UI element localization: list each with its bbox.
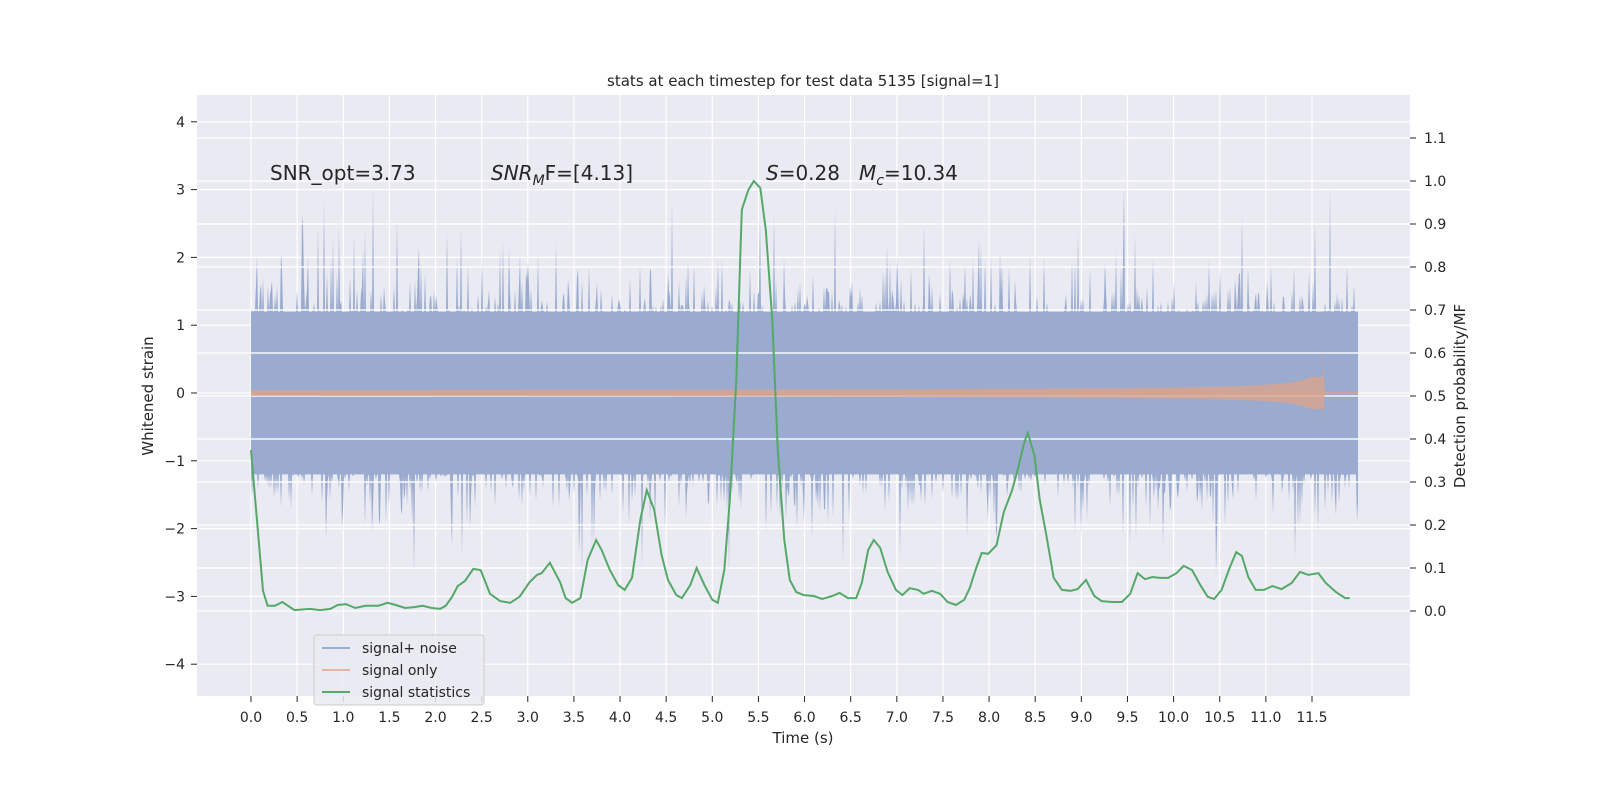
y-tick-label: −3 <box>164 589 185 605</box>
y-tick-label: 3 <box>176 183 185 199</box>
x-tick-label: 7.5 <box>932 710 954 726</box>
x-tick-label: 8.5 <box>1024 710 1046 726</box>
signal-plus-noise-series <box>251 185 1358 578</box>
snr-mf-annotation: SNRMF=[4.13] <box>491 161 633 189</box>
x-tick-label: 11.0 <box>1250 710 1281 726</box>
x-tick-label: 2.0 <box>424 710 446 726</box>
y-axis-label: Whitened strain <box>139 336 157 455</box>
legend: signal+ noise signal only signal statist… <box>313 634 485 706</box>
x-axis-ticks: 0.0 0.5 1.0 1.5 2.0 2.5 3.0 3.5 4.0 4.5 5.0 5.5 6.0 6… <box>240 696 1328 726</box>
y-tick-label: −1 <box>164 454 185 470</box>
legend-box <box>313 634 485 706</box>
x-tick-label: 1.5 <box>378 710 400 726</box>
legend-label-noise: signal+ noise <box>362 641 457 657</box>
y-tick-label: −4 <box>164 657 185 673</box>
y-tick-label: −2 <box>164 522 185 538</box>
x-tick-label: 3.0 <box>517 710 539 726</box>
mc-var: M <box>859 161 876 185</box>
x-tick-label: 4.0 <box>609 710 631 726</box>
mc-val: =10.34 <box>884 161 958 185</box>
x-tick-label: 10.5 <box>1204 710 1235 726</box>
right-y-axis-label: Detection probability/MF <box>1451 304 1469 488</box>
right-y-tick-label: 0.6 <box>1424 346 1446 362</box>
x-axis-label: Time (s) <box>772 729 834 747</box>
right-y-tick-label: 0.5 <box>1424 389 1446 405</box>
legend-label-stats: signal statistics <box>362 685 470 701</box>
x-tick-label: 9.0 <box>1070 710 1092 726</box>
x-tick-label: 5.0 <box>701 710 723 726</box>
y-tick-label: 0 <box>176 386 185 402</box>
signal-statistics-series <box>250 179 1350 612</box>
s-annotation: S=0.28 <box>766 161 840 185</box>
x-tick-label: 1.0 <box>332 710 354 726</box>
x-tick-label: 4.5 <box>655 710 677 726</box>
y-tick-label: 1 <box>176 318 185 334</box>
snr-opt-annotation: SNR_opt=3.73 <box>270 161 416 185</box>
snr-mf-rest: F=[4.13] <box>545 161 633 185</box>
legend-label-signal: signal only <box>362 663 437 679</box>
right-y-tick-label: 1.0 <box>1424 174 1446 190</box>
x-tick-label: 10.0 <box>1158 710 1189 726</box>
s-val: =0.28 <box>779 161 840 185</box>
x-tick-label: 2.5 <box>471 710 493 726</box>
mc-annotation: Mc=10.34 <box>859 161 958 189</box>
right-y-tick-label: 0.8 <box>1424 260 1446 276</box>
s-var: S <box>766 161 779 185</box>
chart-title: stats at each timestep for test data 513… <box>607 72 999 90</box>
y-tick-label: 2 <box>176 250 185 266</box>
right-y-tick-label: 0.2 <box>1424 518 1446 534</box>
right-y-tick-label: 1.1 <box>1424 131 1446 147</box>
right-y-axis-ticks: 1.1 1.0 0.9 0.8 0.7 0.6 0.5 0.4 0.3 0.2 0.1 0.0 <box>1410 131 1446 620</box>
x-tick-label: 0.0 <box>240 710 262 726</box>
right-y-tick-label: 0.9 <box>1424 217 1446 233</box>
x-tick-label: 6.5 <box>840 710 862 726</box>
right-y-gridlines <box>197 137 1410 612</box>
right-y-tick-label: 0.1 <box>1424 561 1446 577</box>
x-tick-label: 7.0 <box>886 710 908 726</box>
x-tick-label: 9.5 <box>1116 710 1138 726</box>
right-y-tick-label: 0.3 <box>1424 475 1446 491</box>
x-tick-label: 8.0 <box>978 710 1000 726</box>
y-tick-label: 4 <box>176 115 185 131</box>
x-tick-label: 0.5 <box>286 710 308 726</box>
snr-mf-main: SNR <box>491 161 533 185</box>
right-y-tick-label: 0.4 <box>1424 432 1446 448</box>
left-y-axis-ticks: 4 3 2 1 0 −1 −2 −3 −4 <box>164 115 197 673</box>
x-tick-label: 5.5 <box>747 710 769 726</box>
mc-sub: c <box>876 173 884 189</box>
x-tick-label: 11.5 <box>1296 710 1327 726</box>
x-tick-label: 6.0 <box>793 710 815 726</box>
right-y-tick-label: 0.0 <box>1424 604 1446 620</box>
snr-mf-sub: M <box>533 173 545 189</box>
x-tick-label: 3.5 <box>563 710 585 726</box>
right-y-tick-label: 0.7 <box>1424 303 1446 319</box>
